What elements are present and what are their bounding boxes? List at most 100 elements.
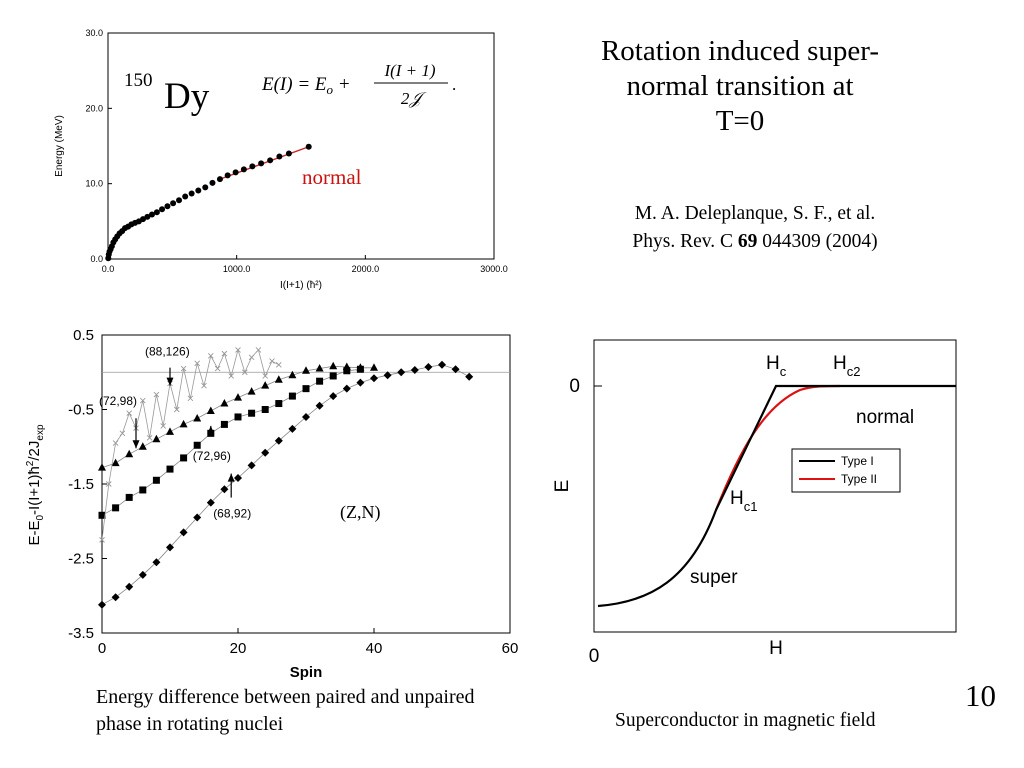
plot2-marker-diamond [111,593,120,602]
annotation-arrow-head [227,473,235,482]
plot2-marker-diamond [438,360,446,369]
plot2-marker-triangle [370,363,378,371]
legend-type-i-label: Type I [841,454,874,468]
plot2-marker-diamond [274,436,283,445]
annotation-arrow-head [207,425,215,434]
plot2-marker-cross [173,406,180,413]
plot2-marker-cross [269,358,275,364]
plot1-data-point [249,163,256,170]
plot2-marker-diamond [329,392,338,401]
hc2-label: Hc2 [833,353,860,379]
plot2-marker-triangle [111,458,120,467]
plot2-ytick-label: -0.5 [68,402,94,419]
spin-energy-difference-chart: 0 20 40 60 0.5 -0.5 -1.5 -2.5 -3.5 E-E0-I(I+1)ħ2… [25,327,519,681]
hc1-label: Hc1 [730,488,757,514]
reference-citation: M. A. Deleplanque, S. F., et al. Phys. R… [560,200,950,257]
plot2-marker-square [193,441,201,449]
plot1-xtick-label: 1000.0 [223,264,251,274]
nucleus-mass-number: 150 [124,70,153,91]
type-i-curve [597,384,956,608]
plot1-ytick-label: 10.0 [85,179,103,189]
zn-legend-text: (Z,N) [340,502,380,523]
plot2-marker-diamond [152,558,161,567]
plot2-marker-square [125,493,133,501]
plot2-marker-diamond [465,372,474,381]
plot2-marker-square [112,504,120,512]
plot2-xtick-label: 60 [502,640,519,657]
plot2-marker-triangle [234,393,242,401]
plot1-data-point [240,166,247,173]
plot2-ytick-label: 0.5 [73,327,94,344]
plot2-marker-square [220,420,228,428]
plot2-marker-diamond [424,363,433,372]
plot2-marker-triangle [206,406,215,414]
plot2-marker-cross [255,347,262,353]
plot2-marker-cross [214,365,221,372]
plot2-marker-cross [262,373,269,379]
slide-title: Rotation induced super- normal transitio… [575,34,905,138]
plot1-data-point [267,157,274,164]
slide-title-line-3: T=0 [715,104,765,137]
plot2-marker-diamond [288,424,297,433]
plot2-marker-cross [139,397,146,404]
plot1-xlabel: I(I+1) (ħ²) [280,280,322,291]
annotation-zn-label: (72,96) [193,449,231,463]
plot2-marker-square [261,406,269,413]
dy150-energy-chart: 0.0 1000.0 2000.0 3000.0 0.0 10.0 20.0 30.0 Ene… [54,28,508,291]
plot2-marker-triangle [274,375,283,383]
plot2-marker-cross [187,395,194,402]
plot2-marker-cross [146,434,153,441]
annotation-zn-label: (88,126) [145,345,190,359]
rotational-energy-formula: E(I) = Eo + I(I + 1) 2𝒥 . [261,61,456,108]
plot1-data-point [216,176,223,183]
superconductor-phase-diagram: 0 0 H E Hc Hc2 Hc1 normal super Type I T… [552,339,957,667]
plot2-marker-cross [126,410,133,417]
plot2-marker-square [98,511,106,519]
plot2-marker-triangle [261,381,270,389]
hc-label-base: H [766,353,780,374]
plot2-marker-square [166,465,174,473]
page-number: 10 [965,678,996,713]
slide-title-line-1: Rotation induced super- [600,35,880,67]
plot1-points [105,143,312,262]
normal-annotation: normal [302,165,362,189]
plot1-data-point [305,143,312,150]
plot2-marker-diamond [315,401,324,410]
plot1-xtick-label: 2000.0 [352,264,380,274]
plot2-marker-triangle [288,370,297,379]
reference-volume: 69 [737,231,758,253]
plot2-marker-cross [221,350,228,357]
plot2-marker-cross [207,353,214,359]
plot2-marker-square [343,367,351,375]
super-phase-label: super [690,567,738,588]
legend-type-ii-label: Type II [841,472,877,486]
plot2-xtick-label: 40 [366,640,383,657]
type-legend: Type I Type II [791,448,901,493]
plot1-data-point [144,213,151,220]
plot2-marker-cross [99,537,105,543]
reference-journal-post: 044309 (2004) [757,231,878,253]
plot2-marker-square [316,377,324,385]
plot2-marker-triangle [98,463,106,471]
plot2-marker-triangle [329,361,338,370]
plot2-marker-diamond [247,461,256,470]
annotation-zn-label: (68,92) [213,507,251,521]
plot1-xtick-label: 3000.0 [480,264,508,274]
plot2-marker-triangle [302,366,310,374]
plot2-marker-cross [241,369,248,376]
plot2-marker-triangle [315,364,324,372]
hc2-label-base: H [833,353,847,374]
plot2-marker-diamond [125,582,134,591]
plot2-marker-square [356,365,364,373]
svg-text:.: . [452,75,456,94]
plot2-marker-cross [275,361,282,368]
plot2-marker-diamond [397,368,406,377]
plot2-marker-square [275,400,283,408]
plot1-fit-segment [219,146,309,180]
plot2-marker-diamond [410,366,419,375]
plot2-marker-cross [228,373,235,379]
plot2-marker-diamond [261,448,270,457]
nucleus-symbol: Dy [164,76,210,117]
reference-journal-pre: Phys. Rev. C [632,231,738,253]
left-caption: Energy difference between paired and unp… [96,686,475,735]
